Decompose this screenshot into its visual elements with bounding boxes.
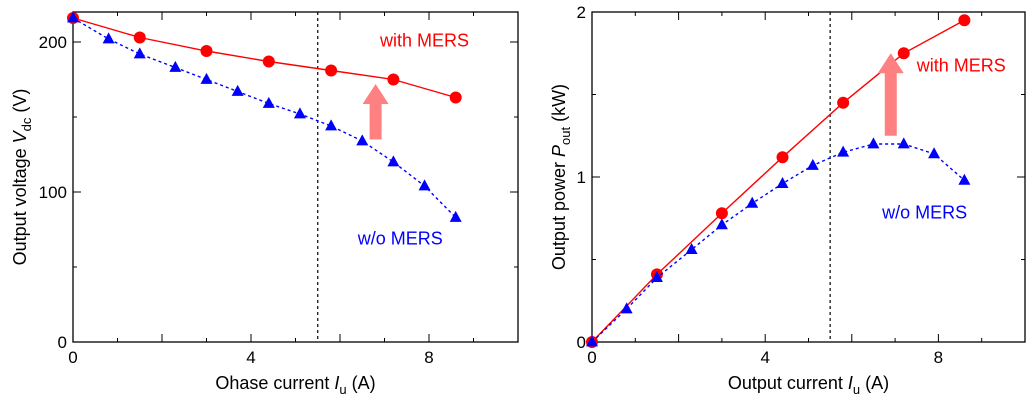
plot-frame xyxy=(72,11,519,343)
x-tick-label: 8 xyxy=(424,348,433,367)
data-point xyxy=(837,145,850,157)
data-point xyxy=(200,45,213,57)
data-point xyxy=(897,137,910,149)
data-point xyxy=(837,96,850,109)
data-point xyxy=(169,60,182,72)
x-axis-label: Output current Iu (A) xyxy=(728,373,889,397)
series-label: with MERS xyxy=(379,31,469,51)
data-point xyxy=(67,11,79,23)
y-axis-label: Output voltage Vdc (V) xyxy=(10,89,34,266)
data-point xyxy=(685,243,698,254)
data-point xyxy=(449,210,462,222)
series-line xyxy=(591,143,965,343)
data-point xyxy=(958,173,971,185)
data-point xyxy=(620,302,633,314)
data-point xyxy=(325,64,338,77)
chart-1: 0 4 8 0 100 200 with MERS w/o MERS Ohase current… xyxy=(10,11,519,397)
data-point xyxy=(928,147,941,159)
chart-2: 0 4 8 0 1 2 with MERS w/o MERS Output current Iu… xyxy=(549,3,1026,397)
series-label: with MERS xyxy=(916,55,1006,75)
series-line xyxy=(591,19,965,343)
series-label: w/o MERS xyxy=(357,229,443,249)
x-axis-label: Ohase current Iu (A) xyxy=(215,373,375,397)
data-point xyxy=(867,137,880,149)
data-point xyxy=(449,91,462,104)
x-tick-label: 4 xyxy=(246,348,255,367)
x-tick-label: 8 xyxy=(934,348,943,367)
data-point xyxy=(586,335,598,347)
y-axis-label: Output power Pout (kW) xyxy=(549,84,573,270)
data-point xyxy=(715,218,728,230)
data-point xyxy=(418,179,431,191)
improvement-arrow xyxy=(877,53,904,136)
data-point xyxy=(262,55,275,68)
data-point xyxy=(262,96,275,108)
data-point xyxy=(356,134,369,146)
data-point xyxy=(958,14,971,27)
data-point xyxy=(387,155,400,167)
data-point xyxy=(746,196,759,208)
x-tick-label: 4 xyxy=(760,348,769,367)
data-point xyxy=(325,119,338,131)
data-point xyxy=(387,73,400,86)
data-point xyxy=(293,107,306,119)
data-point xyxy=(897,47,910,60)
series-label: w/o MERS xyxy=(881,202,967,222)
x-tick-label: 0 xyxy=(587,348,596,367)
y-tick-label: 2 xyxy=(577,3,586,22)
y-tick-label: 1 xyxy=(577,168,586,187)
data-point xyxy=(776,177,789,188)
y-tick-label: 100 xyxy=(39,183,67,202)
data-point xyxy=(715,207,728,220)
data-point xyxy=(776,151,789,164)
y-tick-label: 0 xyxy=(58,333,67,352)
data-point xyxy=(133,47,146,59)
data-point xyxy=(102,32,115,44)
y-tick-label: 0 xyxy=(577,333,586,352)
x-tick-label: 0 xyxy=(68,348,77,367)
data-point xyxy=(650,271,663,283)
data-point xyxy=(200,72,213,84)
data-point xyxy=(231,84,244,96)
improvement-arrow xyxy=(362,84,389,140)
data-point xyxy=(133,31,146,44)
y-tick-label: 200 xyxy=(39,33,67,52)
data-point xyxy=(806,158,819,170)
